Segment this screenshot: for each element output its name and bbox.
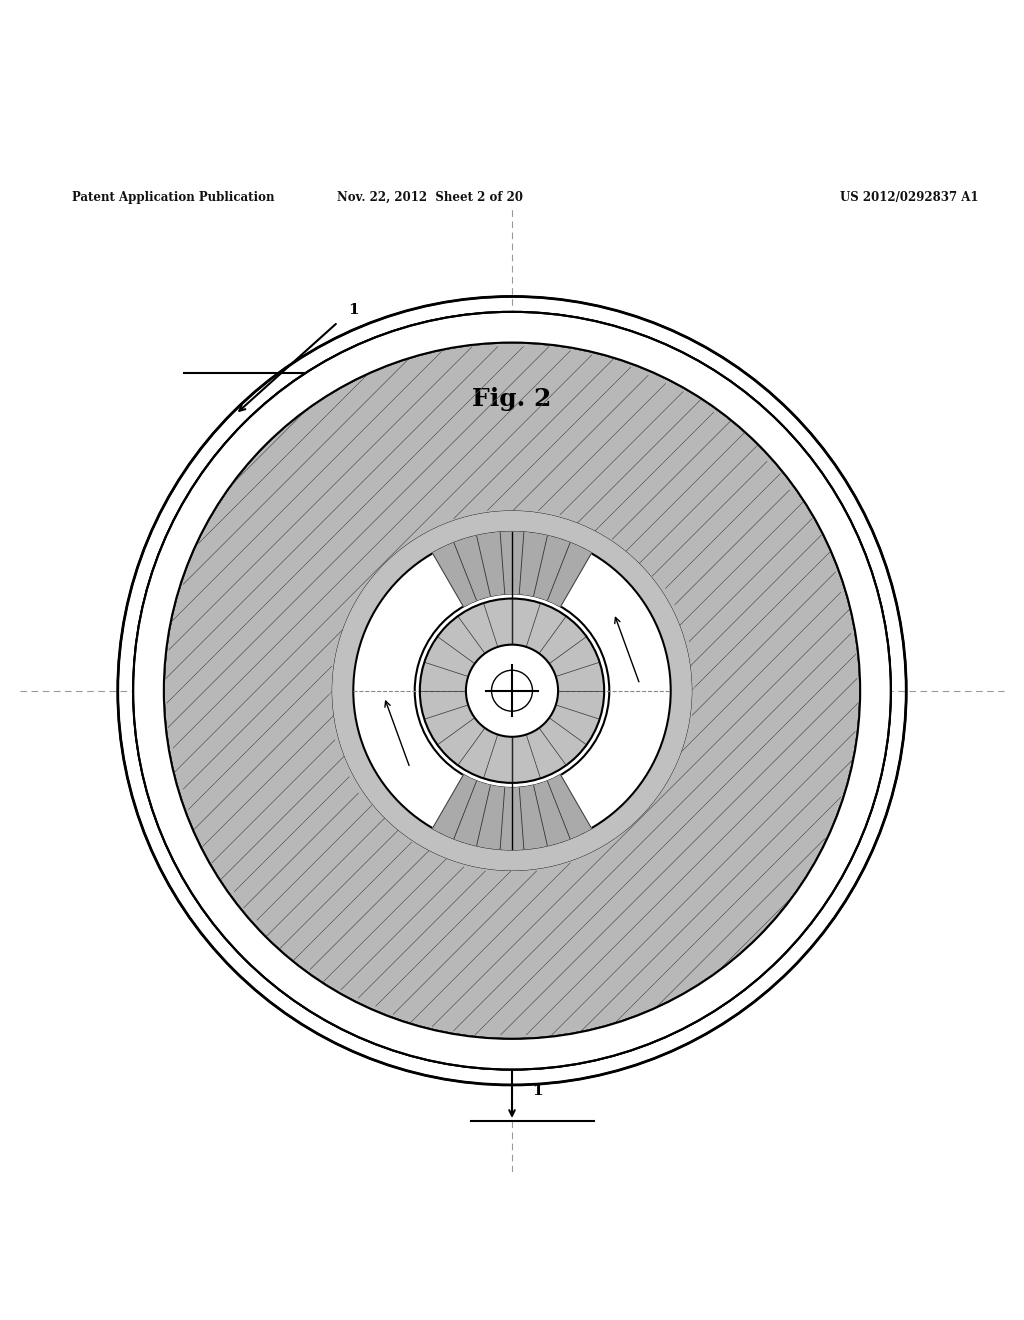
Circle shape [420,598,604,783]
Circle shape [333,512,691,870]
Wedge shape [433,532,592,606]
Text: Patent Application Publication: Patent Application Publication [72,191,274,205]
Circle shape [164,343,860,1039]
Text: Nov. 22, 2012  Sheet 2 of 20: Nov. 22, 2012 Sheet 2 of 20 [337,191,523,205]
Wedge shape [432,775,592,850]
Circle shape [466,644,558,737]
Text: US 2012/0292837 A1: US 2012/0292837 A1 [840,191,978,205]
Text: 1: 1 [348,302,358,317]
Text: 1: 1 [532,1084,543,1098]
Text: Fig. 2: Fig. 2 [472,387,552,411]
